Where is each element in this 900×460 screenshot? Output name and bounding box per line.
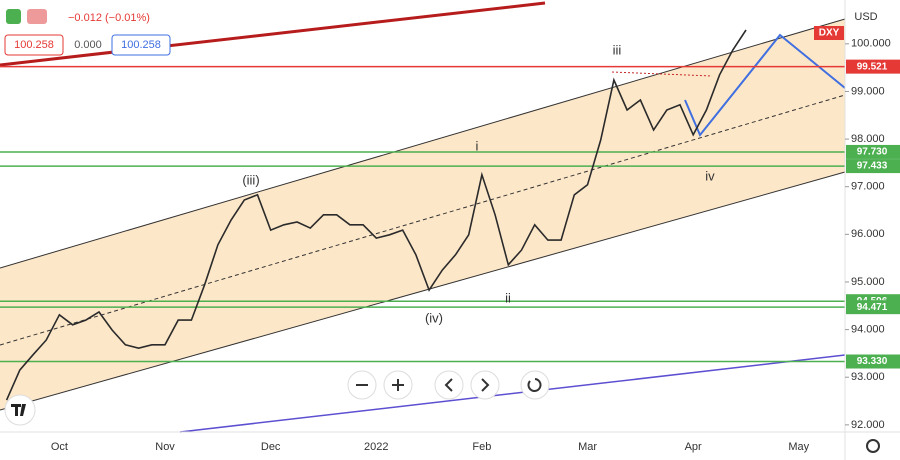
symbol-tag xyxy=(814,26,844,40)
ask-box[interactable] xyxy=(111,34,171,56)
x-tick-label: Feb xyxy=(472,441,491,453)
scroll-left-button[interactable] xyxy=(434,370,464,400)
wave-label: iv xyxy=(705,168,715,183)
icon xyxy=(481,378,490,392)
change: −0.012 (−0.01%) xyxy=(68,12,150,24)
wave-label: iii xyxy=(613,42,622,57)
x-tick-label: 2022 xyxy=(364,441,388,453)
ask: 100.258 xyxy=(121,39,161,51)
level-tag xyxy=(846,144,900,159)
scroll-right-button[interactable] xyxy=(470,370,500,400)
wave-label: (iii) xyxy=(242,172,259,187)
logo[interactable] xyxy=(4,394,36,426)
y-tick-label: 98.000 xyxy=(851,133,885,145)
settings-button[interactable] xyxy=(866,439,880,453)
level-tag xyxy=(846,59,900,74)
y-tick-label: 92.000 xyxy=(851,419,885,431)
level-tag xyxy=(846,159,900,174)
icon xyxy=(444,378,453,392)
projection xyxy=(684,33,846,137)
channel-fill xyxy=(0,19,845,410)
x-tick-label: Apr xyxy=(685,441,702,453)
x-tick-label: Nov xyxy=(155,441,175,453)
dotted-line xyxy=(611,71,713,77)
currency[interactable]: USD xyxy=(854,11,877,23)
icon xyxy=(527,378,542,392)
y-tick-label: 94.000 xyxy=(851,324,885,336)
y-tick-label: 100.000 xyxy=(851,38,891,50)
support-line xyxy=(179,354,846,433)
y-tick-label: 97.000 xyxy=(851,181,885,193)
resistance-line xyxy=(0,1,546,67)
bid-box[interactable] xyxy=(4,34,64,56)
reset-button[interactable] xyxy=(520,370,550,400)
y-tick-label: 95.000 xyxy=(851,276,885,288)
logo-mark xyxy=(11,404,26,416)
spread: 0.000 xyxy=(74,39,102,51)
price-line xyxy=(5,29,747,401)
y-tick-label: 99.000 xyxy=(851,85,885,97)
wave-label: i xyxy=(476,138,479,153)
y-tick-label: 93.000 xyxy=(851,371,885,383)
x-tick-label: Mar xyxy=(578,441,597,453)
toolbar xyxy=(347,370,550,400)
level-label: 97.730 xyxy=(857,147,888,158)
wave-label: ii xyxy=(505,290,511,305)
level-label: 99.521 xyxy=(857,61,888,72)
symbol: DXY xyxy=(819,28,840,39)
level-tag xyxy=(846,300,900,315)
level-label: 93.330 xyxy=(857,356,888,367)
level-label: 94.471 xyxy=(857,302,888,313)
level-tag xyxy=(846,354,900,369)
icon[interactable] xyxy=(6,9,21,24)
x-tick-label: May xyxy=(788,441,809,453)
price-axis xyxy=(845,0,900,460)
wave-label: (iv) xyxy=(425,310,443,325)
channel-upper xyxy=(0,18,846,269)
bid: 100.258 xyxy=(14,39,54,51)
icon[interactable] xyxy=(27,9,47,24)
icon xyxy=(392,379,404,391)
y-tick-label: 96.000 xyxy=(851,228,885,240)
channel-lower xyxy=(0,171,846,411)
x-tick-label: Dec xyxy=(261,441,281,453)
level-label: 97.433 xyxy=(857,161,888,172)
x-tick-label: Oct xyxy=(51,441,68,453)
